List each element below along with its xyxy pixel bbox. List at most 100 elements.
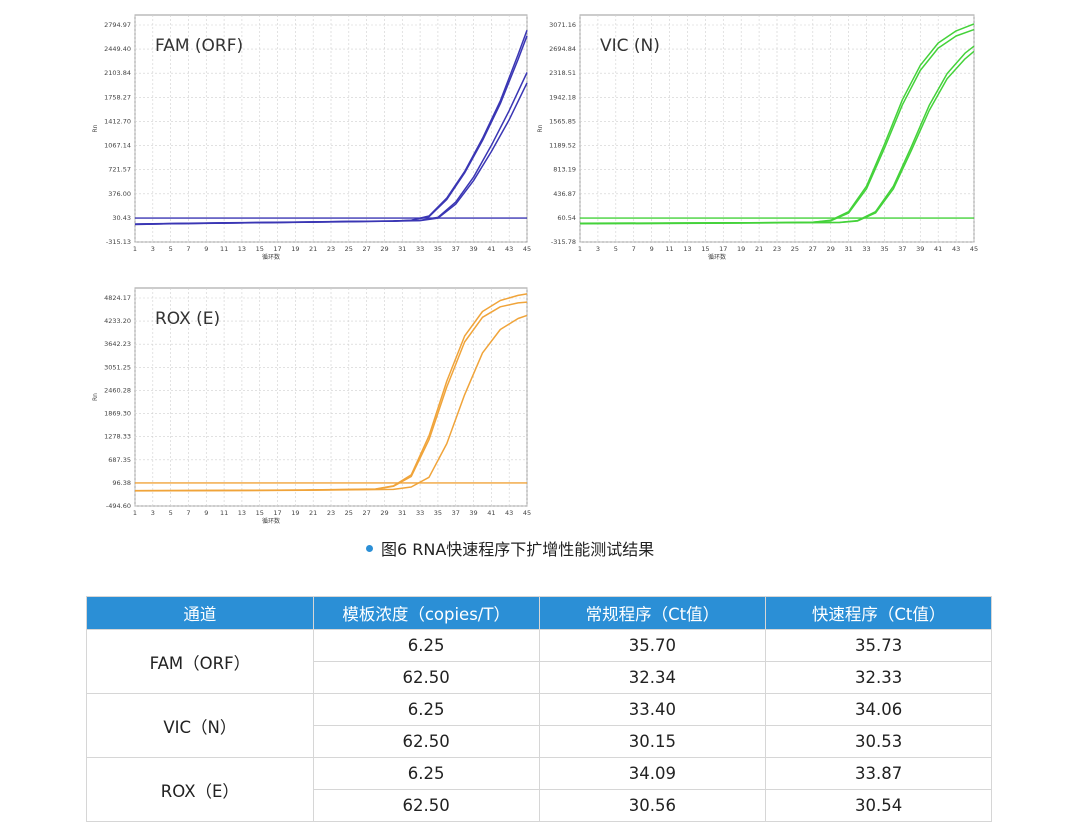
y-tick-label: 1942.18 [549, 93, 576, 101]
x-tick-label: 35 [434, 245, 442, 253]
y-tick-label: 2103.84 [104, 69, 131, 77]
concentration-cell: 6.25 [312, 757, 540, 790]
x-tick-label: 9 [204, 509, 208, 517]
x-tick-label: 39 [916, 245, 924, 253]
x-tick-label: 35 [880, 245, 888, 253]
x-tick-label: 23 [327, 509, 335, 517]
y-tick-label: 3642.23 [104, 340, 131, 348]
channel-cell: ROX（E） [86, 757, 314, 822]
regular-ct-cell: 30.15 [538, 725, 767, 758]
x-tick-label: 21 [755, 245, 763, 253]
x-tick-label: 41 [487, 245, 495, 253]
x-tick-label: 1 [133, 509, 137, 517]
fast-ct-cell: 30.53 [765, 725, 992, 758]
concentration-cell: 6.25 [312, 629, 540, 662]
regular-ct-cell: 35.70 [538, 629, 767, 662]
x-tick-label: 35 [434, 509, 442, 517]
y-tick-label: 3051.25 [104, 363, 131, 371]
amplification-curve [579, 50, 975, 225]
x-tick-label: 45 [970, 245, 978, 253]
y-tick-label: -315.78 [551, 238, 576, 246]
table-header-row: 通道 模板浓度（copies/T） 常规程序（Ct值） 快速程序（Ct值） [86, 596, 992, 630]
x-tick-label: 17 [719, 245, 727, 253]
concentration-cell: 6.25 [312, 693, 540, 726]
x-tick-label: 7 [186, 245, 190, 253]
table-row: 62.50 32.34 32.33 [87, 661, 992, 694]
chart-title: ROX (E) [155, 309, 220, 329]
y-tick-label: -315.13 [106, 238, 131, 246]
x-tick-label: 5 [169, 245, 173, 253]
x-tick-label: 31 [398, 509, 406, 517]
y-axis-label: Rn [92, 393, 99, 401]
x-tick-label: 17 [273, 509, 281, 517]
y-tick-label: 2694.84 [549, 45, 576, 53]
y-axis-label: Rn [92, 124, 99, 132]
x-tick-label: 3 [151, 509, 155, 517]
x-tick-label: 1 [133, 245, 137, 253]
x-tick-label: 21 [309, 245, 317, 253]
x-tick-label: 7 [186, 509, 190, 517]
fast-ct-cell: 30.54 [765, 789, 992, 822]
x-tick-label: 43 [505, 509, 513, 517]
x-tick-label: 3 [151, 245, 155, 253]
amplification-curve [134, 82, 528, 225]
vic-chart: 3071.16 2694.84 2318.51 1942.18 1565.85 1189.… [537, 14, 978, 261]
channel-cell: VIC（N） [86, 693, 314, 758]
y-tick-label: 1278.33 [104, 433, 131, 441]
x-axis-label: 循环数 [262, 253, 280, 261]
x-tick-label: 9 [650, 245, 654, 253]
y-tick-label: 436.87 [553, 190, 576, 198]
y-tick-label: 60.54 [557, 214, 576, 222]
caption-text: 图6 RNA快速程序下扩增性能测试结果 [381, 540, 655, 559]
regular-ct-cell: 30.56 [538, 789, 767, 822]
x-tick-label: 11 [665, 245, 673, 253]
x-tick-label: 5 [614, 245, 618, 253]
x-tick-label: 27 [362, 509, 370, 517]
x-tick-label: 19 [737, 245, 745, 253]
x-tick-label: 37 [452, 245, 460, 253]
x-tick-label: 21 [309, 509, 317, 517]
x-tick-label: 41 [934, 245, 942, 253]
x-tick-label: 43 [505, 245, 513, 253]
y-tick-label: -494.60 [106, 502, 131, 510]
ct-results-table: 通道 模板浓度（copies/T） 常规程序（Ct值） 快速程序（Ct值） FA… [86, 596, 992, 822]
header-concentration: 模板浓度（copies/T） [312, 596, 540, 630]
x-tick-label: 27 [362, 245, 370, 253]
x-tick-label: 25 [345, 509, 353, 517]
x-tick-label: 7 [632, 245, 636, 253]
x-tick-label: 25 [345, 245, 353, 253]
x-tick-label: 37 [452, 509, 460, 517]
x-tick-label: 1 [578, 245, 582, 253]
x-tick-label: 5 [169, 509, 173, 517]
x-tick-label: 25 [791, 245, 799, 253]
x-tick-label: 15 [256, 509, 264, 517]
y-tick-label: 376.00 [108, 190, 131, 198]
x-axis-label: 循环数 [262, 517, 280, 525]
fast-ct-cell: 32.33 [765, 661, 992, 694]
x-tick-label: 19 [291, 245, 299, 253]
x-tick-label: 29 [380, 509, 388, 517]
x-tick-label: 11 [220, 509, 228, 517]
x-tick-label: 9 [204, 245, 208, 253]
x-tick-label: 29 [380, 245, 388, 253]
y-tick-label: 1067.14 [104, 142, 131, 150]
x-tick-label: 39 [469, 245, 477, 253]
fam-chart: 2794.97 2449.40 2103.84 1758.27 1412.70 1067.… [92, 14, 531, 261]
x-tick-label: 13 [238, 245, 246, 253]
x-tick-label: 23 [327, 245, 335, 253]
x-tick-label: 29 [827, 245, 835, 253]
x-tick-label: 19 [291, 509, 299, 517]
x-tick-label: 45 [523, 509, 531, 517]
y-tick-label: 3071.16 [549, 21, 576, 29]
fast-ct-cell: 35.73 [765, 629, 992, 662]
regular-ct-cell: 33.40 [538, 693, 767, 726]
y-tick-label: 721.57 [108, 166, 131, 174]
channel-cell: FAM（ORF） [86, 629, 314, 694]
x-tick-label: 33 [416, 509, 424, 517]
x-tick-label: 43 [952, 245, 960, 253]
x-tick-label: 15 [256, 245, 264, 253]
fast-ct-cell: 34.06 [765, 693, 992, 726]
fast-ct-cell: 33.87 [765, 757, 992, 790]
table-row: VIC（N） 6.25 33.40 34.06 [86, 693, 992, 758]
regular-ct-cell: 32.34 [538, 661, 767, 694]
